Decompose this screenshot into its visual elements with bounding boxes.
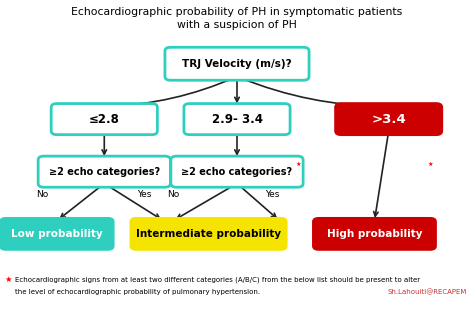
Text: Yes: Yes — [137, 190, 152, 199]
FancyBboxPatch shape — [51, 104, 157, 135]
Text: ★: ★ — [295, 162, 301, 167]
Text: Low probability: Low probability — [11, 229, 103, 239]
Text: Echocardiographic signs from at least two different categories (A/B/C) from the : Echocardiographic signs from at least tw… — [15, 277, 420, 283]
FancyBboxPatch shape — [171, 156, 303, 187]
FancyBboxPatch shape — [184, 104, 290, 135]
Text: the level of echocardiographic probability of pulmonary hypertension.: the level of echocardiographic probabili… — [15, 289, 260, 295]
Text: TRJ Velocity (m/s)?: TRJ Velocity (m/s)? — [182, 59, 292, 69]
Text: ★: ★ — [5, 276, 12, 284]
Text: Intermediate probability: Intermediate probability — [136, 229, 281, 239]
Text: ≥2 echo categories?: ≥2 echo categories? — [182, 167, 292, 177]
Text: Echocardiographic probability of PH in symptomatic patients: Echocardiographic probability of PH in s… — [72, 7, 402, 17]
FancyBboxPatch shape — [38, 156, 171, 187]
FancyBboxPatch shape — [130, 218, 286, 250]
Text: No: No — [167, 190, 179, 199]
Text: Yes: Yes — [265, 190, 280, 199]
Text: ≤2.8: ≤2.8 — [89, 113, 120, 126]
Text: ≥2 echo categories?: ≥2 echo categories? — [49, 167, 160, 177]
Text: ★: ★ — [428, 162, 434, 167]
Text: No: No — [36, 190, 49, 199]
FancyBboxPatch shape — [0, 218, 113, 250]
Text: Sh.Lahouiti@RECAPEM: Sh.Lahouiti@RECAPEM — [388, 289, 467, 295]
Text: 2.9- 3.4: 2.9- 3.4 — [211, 113, 263, 126]
Text: High probability: High probability — [327, 229, 422, 239]
FancyBboxPatch shape — [336, 104, 442, 135]
Text: with a suspicion of PH: with a suspicion of PH — [177, 20, 297, 30]
FancyBboxPatch shape — [165, 47, 309, 80]
Text: >3.4: >3.4 — [371, 113, 406, 126]
FancyBboxPatch shape — [313, 218, 436, 250]
